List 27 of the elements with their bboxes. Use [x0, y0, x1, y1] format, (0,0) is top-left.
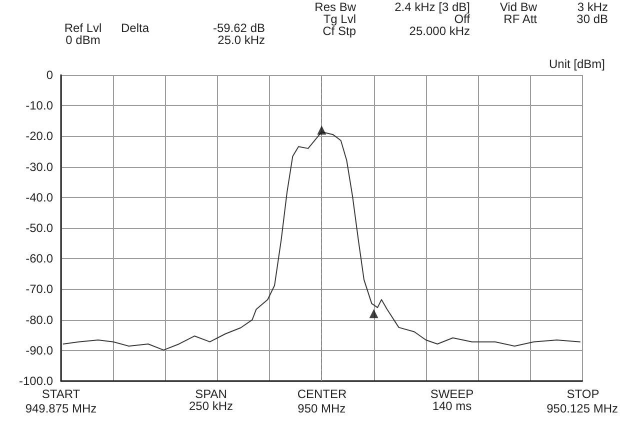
y-tick-label: -50.0	[26, 221, 54, 235]
text: 3 kHz 30 dB	[576, 0, 608, 26]
x-tick-label: 950 MHz	[298, 402, 346, 416]
text: STOP	[566, 387, 600, 401]
x-tick-label: 950.125 MHz	[546, 402, 618, 416]
text: 2.4 kHz [3 dB] Off 25.000 kHz	[394, 0, 471, 38]
y-tick-label: -40.0	[26, 190, 54, 204]
y-tick-label: -80.0	[26, 312, 54, 327]
y-tick-label: -30.0	[26, 160, 54, 174]
y-tick-label: -100.0	[18, 374, 54, 388]
y-tick-label: -10.0	[26, 98, 54, 113]
text: SPAN 250 kHz	[188, 387, 234, 413]
text: CENTER	[297, 387, 347, 401]
y-tick-label: -70.0	[26, 282, 54, 296]
y-axis-title: Unit [dBm]	[548, 57, 605, 71]
text: SWEEP 140 ms	[430, 387, 474, 413]
text: START	[42, 387, 81, 401]
text: Vid Bw RF Att	[500, 0, 538, 26]
y-tick-label: -60.0	[26, 252, 54, 266]
text: Res Bw Tg Lvl Cf Stp	[314, 0, 356, 38]
text: -59.62 dB 25.0 kHz	[212, 21, 265, 47]
text: Delta	[120, 21, 150, 35]
x-tick-label: 949.875 MHz	[25, 402, 97, 416]
y-tick-label: -20.0	[26, 129, 54, 144]
text: Ref Lvl 0 dBm	[64, 21, 102, 47]
y-tick-label: 0	[46, 68, 54, 82]
y-tick-label: -90.0	[26, 343, 54, 358]
